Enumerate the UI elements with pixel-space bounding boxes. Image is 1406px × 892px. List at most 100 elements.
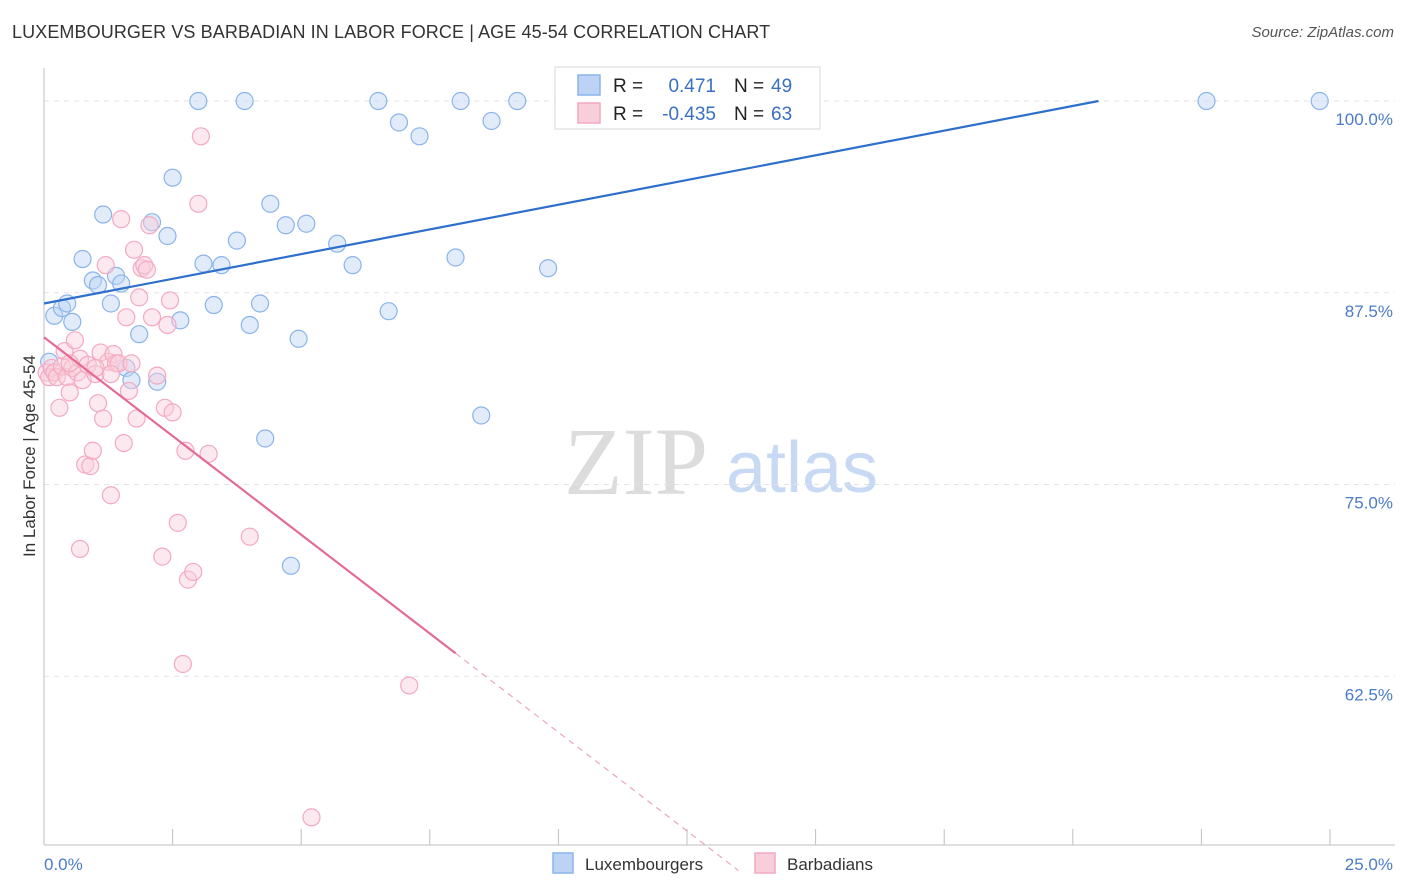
luxembourgers-point bbox=[163, 168, 182, 187]
source-label: Source: ZipAtlas.com bbox=[1251, 24, 1394, 41]
axes bbox=[43, 68, 1395, 846]
stats-n-label-barbadians: N = bbox=[734, 104, 764, 125]
barbadians-point bbox=[158, 315, 177, 335]
luxembourgers-point bbox=[261, 194, 280, 213]
luxembourgers-point bbox=[508, 91, 527, 111]
barbadians-point bbox=[70, 539, 90, 559]
barbadians-point bbox=[112, 210, 131, 229]
luxembourgers-point bbox=[410, 127, 429, 146]
stats-n-value-luxembourgers: 49 bbox=[771, 76, 792, 97]
luxembourgers-point bbox=[94, 205, 113, 224]
barbadians-point bbox=[88, 394, 108, 413]
barbadians-point bbox=[58, 368, 77, 387]
luxembourgers-point bbox=[194, 254, 213, 273]
watermark-atlas: atlas bbox=[726, 428, 878, 508]
chart-title: LUXEMBOURGER VS BARBADIAN IN LABOR FORCE… bbox=[12, 22, 771, 42]
barbadians-point bbox=[173, 654, 192, 674]
luxembourgers-point bbox=[369, 91, 388, 111]
luxembourgers-point bbox=[130, 325, 149, 344]
luxembourgers-point bbox=[451, 91, 470, 111]
grid-lines: 62.5% 75.0% 87.5% 100.0% bbox=[44, 100, 1395, 704]
luxembourgers-point bbox=[240, 315, 259, 335]
luxembourgers-point bbox=[148, 372, 167, 391]
x-tick-label-max: 25.0% bbox=[1345, 855, 1393, 874]
barbadians-point bbox=[153, 547, 172, 566]
barbadians-point bbox=[130, 288, 149, 307]
luxembourgers-point bbox=[45, 306, 64, 325]
stats-r-label-luxembourgers: R = bbox=[613, 76, 643, 97]
barbadians-point bbox=[240, 527, 259, 546]
stats-r-label-barbadians: R = bbox=[613, 104, 643, 125]
barbadians-point bbox=[81, 457, 100, 476]
barbadians-point bbox=[168, 513, 187, 532]
luxembourgers-point bbox=[1310, 91, 1329, 111]
luxembourgers-point bbox=[328, 234, 347, 253]
barbadians-point bbox=[140, 216, 159, 235]
barbadians-point bbox=[65, 331, 84, 350]
x-tick-label-min: 0.0% bbox=[44, 855, 83, 874]
barbadians-trend-extension bbox=[455, 652, 739, 871]
barbadians-point bbox=[60, 383, 79, 402]
stats-swatch-luxembourgers bbox=[577, 74, 601, 96]
barbadians-point bbox=[117, 308, 136, 327]
barbadians-point bbox=[148, 366, 167, 385]
luxembourgers-point bbox=[1197, 91, 1216, 111]
barbadians-trend-line bbox=[43, 336, 457, 655]
barbadians-point bbox=[119, 381, 138, 401]
barbadians-point bbox=[124, 240, 144, 259]
barbadians-point bbox=[400, 676, 419, 695]
luxembourgers-point bbox=[446, 248, 465, 267]
luxembourgers-point bbox=[472, 406, 491, 425]
luxembourgers-point bbox=[101, 294, 120, 313]
stats-n-label-luxembourgers: N = bbox=[734, 76, 764, 97]
barbadians-point bbox=[137, 260, 156, 279]
luxembourgers-point bbox=[142, 213, 162, 232]
barbadians-point bbox=[142, 308, 162, 327]
y-tick-label: 100.0% bbox=[1335, 110, 1393, 129]
barbadians-point bbox=[94, 409, 113, 428]
barbadians-point bbox=[86, 364, 105, 384]
luxembourgers-point bbox=[63, 312, 82, 332]
barbadians-point bbox=[176, 441, 195, 460]
luxembourgers-point bbox=[379, 302, 398, 321]
luxembourgers-point bbox=[343, 256, 362, 275]
stats-r-value-luxembourgers: 0.471 bbox=[668, 76, 716, 97]
luxembourgers-point bbox=[250, 294, 270, 313]
luxembourgers-point bbox=[204, 295, 223, 315]
luxembourgers-point bbox=[297, 214, 316, 233]
luxembourgers-trend-line bbox=[43, 99, 1099, 305]
legend-label-barbadians: Barbadians bbox=[787, 855, 873, 874]
luxembourgers-point bbox=[539, 259, 558, 278]
barbadians-point bbox=[96, 256, 115, 275]
trend-lines bbox=[43, 99, 1099, 871]
barbadians-point bbox=[83, 441, 102, 460]
stats-n-value-barbadians: 63 bbox=[771, 104, 792, 125]
watermark-zip: ZIP bbox=[564, 408, 708, 515]
luxembourgers-point bbox=[189, 91, 208, 111]
luxembourgers-point bbox=[73, 249, 92, 269]
stats-box: R = 0.471 N = 49 R = -0.435 N = 63 bbox=[554, 66, 821, 130]
barbadians-point bbox=[114, 433, 133, 453]
barbadians-point bbox=[101, 364, 120, 384]
barbadians-point bbox=[160, 291, 180, 310]
barbadians-point bbox=[302, 808, 321, 827]
legend-label-luxembourgers: Luxembourgers bbox=[585, 855, 703, 874]
luxembourgers-point bbox=[235, 91, 254, 111]
luxembourgers-point bbox=[227, 231, 246, 250]
luxembourgers-point bbox=[256, 429, 275, 448]
barbadians-point bbox=[184, 562, 203, 582]
luxembourgers-point bbox=[281, 556, 301, 575]
y-tick-label: 62.5% bbox=[1345, 685, 1393, 704]
barbadians-point bbox=[50, 398, 69, 417]
barbadians-point bbox=[163, 403, 182, 422]
luxembourgers-point bbox=[289, 329, 308, 348]
barbadians-point bbox=[86, 358, 105, 378]
luxembourgers-point bbox=[158, 226, 177, 246]
legend-swatch-barbadians bbox=[754, 852, 776, 874]
barbadians-point bbox=[47, 368, 66, 387]
legend-swatch-luxembourgers bbox=[552, 852, 574, 874]
legend: Luxembourgers Barbadians bbox=[552, 852, 873, 874]
luxembourgers-point bbox=[276, 216, 295, 235]
luxembourgers-point bbox=[482, 111, 501, 131]
